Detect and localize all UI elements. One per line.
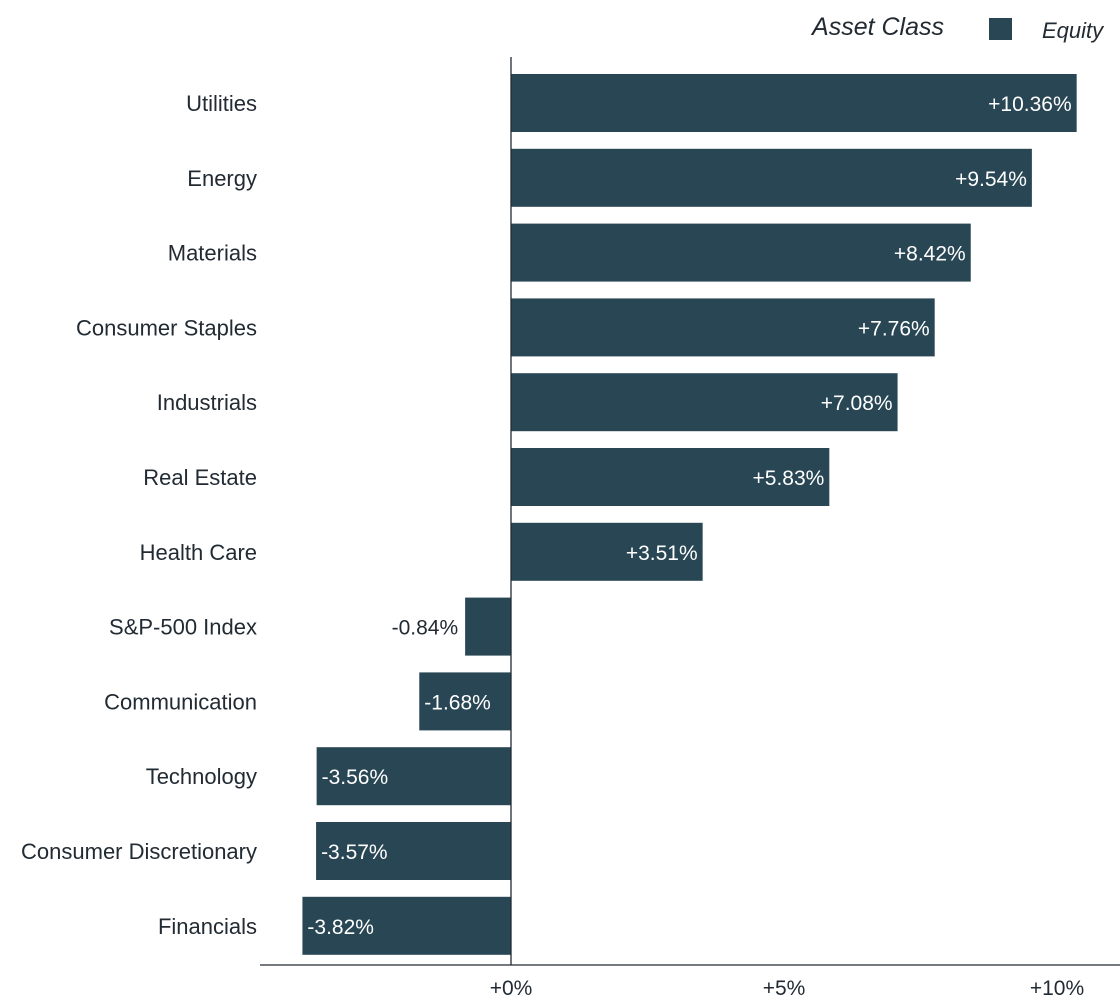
category-label-technology: Technology (146, 764, 257, 789)
x-tick-labels: +0% +5% +10% (490, 977, 1084, 1000)
category-label-energy: Energy (187, 166, 257, 191)
value-label-industrials: +7.08% (821, 392, 893, 415)
x-tick-label-5: +5% (763, 977, 806, 1000)
value-label-health-care: +3.51% (626, 542, 698, 565)
value-label-energy: +9.54% (955, 168, 1027, 191)
value-label-consumer-discretionary: -3.57% (321, 841, 388, 864)
value-label-communication: -1.68% (424, 691, 491, 714)
category-label-industrials: Industrials (157, 390, 257, 415)
bar-energy (511, 148, 1032, 207)
value-label-s-p-500-index: -0.84% (392, 617, 459, 640)
x-tick-label-0: +0% (490, 977, 533, 1000)
bar-communication (419, 672, 511, 731)
category-label-health-care: Health Care (140, 540, 257, 565)
category-label-communication: Communication (104, 689, 257, 714)
value-label-consumer-staples: +7.76% (858, 317, 930, 340)
category-label-consumer-staples: Consumer Staples (76, 315, 257, 340)
category-label-s-p-500-index: S&P-500 Index (109, 615, 257, 640)
bar-utilities (511, 74, 1077, 132)
bar-technology (316, 747, 511, 806)
bars-group (302, 74, 1077, 955)
legend-label-equity: Equity (1042, 18, 1105, 43)
category-label-real-estate: Real Estate (143, 465, 257, 490)
bar-financials (302, 896, 511, 955)
bar-real-estate (511, 448, 830, 506)
value-label-technology: -3.56% (322, 766, 389, 789)
legend-swatch-equity (989, 18, 1012, 40)
value-label-financials: -3.82% (307, 916, 374, 939)
bar-health-care (511, 522, 703, 581)
bar-industrials (511, 373, 898, 432)
legend-title: Asset Class (810, 13, 944, 41)
category-label-materials: Materials (168, 241, 257, 266)
value-label-materials: +8.42% (894, 243, 966, 266)
value-labels: +10.36% +9.54% +8.42% +7.76% +7.08% +5.83% +3.… (307, 93, 1071, 939)
category-label-financials: Financials (158, 914, 257, 939)
category-label-consumer-discretionary: Consumer Discretionary (21, 839, 257, 864)
x-tick-label-10: +10% (1030, 977, 1084, 1000)
value-label-real-estate: +5.83% (753, 467, 825, 490)
bar-consumer-staples (511, 298, 935, 357)
bar-s-p-500-index (465, 597, 511, 656)
category-label-utilities: Utilities (186, 91, 257, 116)
axes (260, 57, 1120, 966)
bar-consumer-discretionary (316, 822, 511, 880)
value-label-utilities: +10.36% (988, 93, 1072, 116)
category-labels: Utilities Energy Materials Consumer Staples… (21, 91, 257, 939)
legend: Asset Class Equity (810, 13, 1105, 43)
bar-materials (511, 223, 971, 282)
